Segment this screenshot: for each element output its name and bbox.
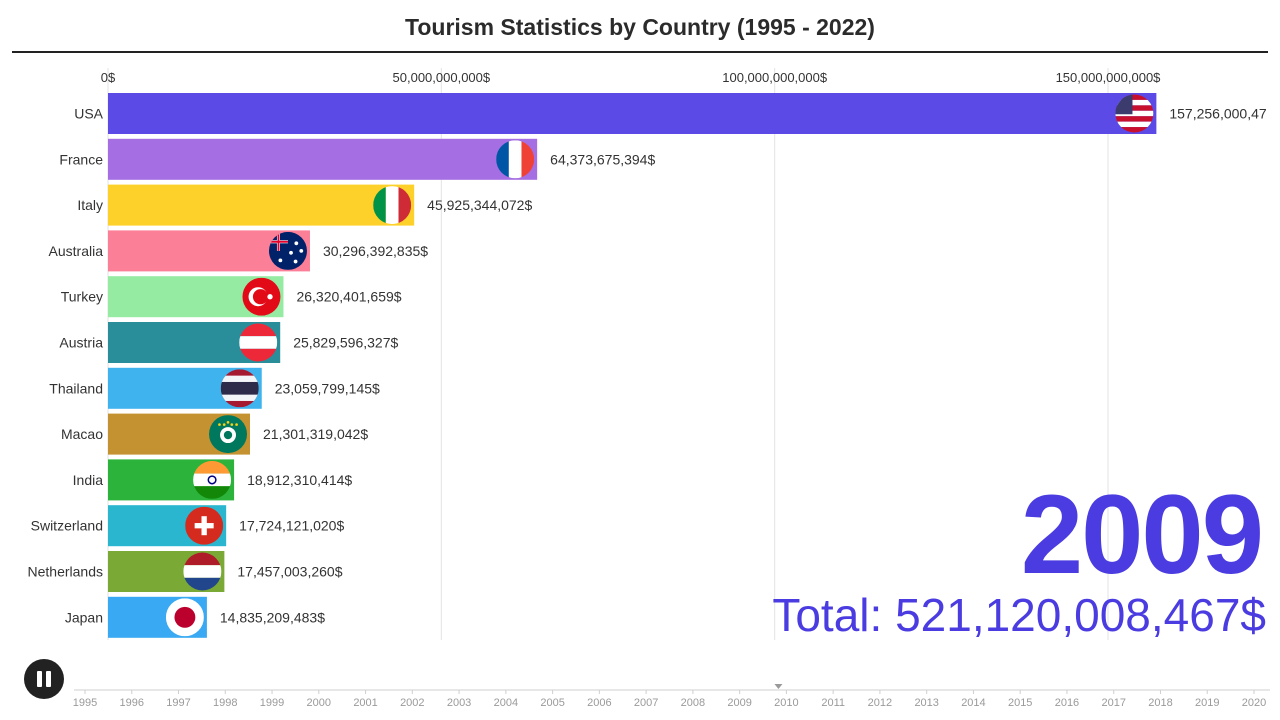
- category-label: Netherlands: [28, 564, 104, 580]
- timeline-year[interactable]: 2012: [868, 697, 892, 709]
- india-flag-icon: [193, 460, 232, 499]
- x-tick-label: 150,000,000,000$: [1056, 70, 1162, 85]
- timeline-year[interactable]: 2011: [821, 697, 845, 709]
- timeline-year[interactable]: 2008: [681, 697, 705, 709]
- timeline-year[interactable]: 2002: [400, 697, 424, 709]
- timeline-year[interactable]: 1996: [120, 697, 144, 709]
- timeline-year[interactable]: 2001: [353, 697, 377, 709]
- value-label: 21,301,319,042$: [263, 426, 368, 442]
- timeline-year[interactable]: 2019: [1195, 697, 1219, 709]
- italy-flag-icon: [373, 186, 412, 225]
- category-label: Austria: [59, 335, 103, 351]
- value-label: 17,457,003,260$: [237, 564, 342, 580]
- timeline-year[interactable]: 2016: [1055, 697, 1079, 709]
- usa-flag-icon: [1115, 94, 1154, 133]
- category-label: USA: [74, 106, 103, 122]
- category-label: Italy: [77, 197, 103, 213]
- x-tick-label: 0$: [101, 70, 116, 85]
- bar-italy: [108, 184, 415, 226]
- bar-row: Austria 25,829,596,327$: [59, 322, 399, 363]
- value-label: 64,373,675,394$: [550, 151, 655, 167]
- category-label: Turkey: [61, 289, 103, 305]
- value-label: 157,256,000,47: [1169, 106, 1267, 122]
- france-flag-icon: [496, 140, 535, 179]
- bar-row: Turkey 26,320,401,659$: [61, 276, 402, 318]
- bar-row: Macao 21,301,319,042$: [61, 413, 368, 455]
- bar-chart: 0$ 50,000,000,000$ 100,000,000,000$ 150,000…: [28, 68, 1267, 640]
- timeline-year[interactable]: 2009: [727, 697, 751, 709]
- value-label: 30,296,392,835$: [323, 243, 428, 259]
- timeline-year[interactable]: 2007: [634, 697, 658, 709]
- turkey-flag-icon: [242, 277, 281, 316]
- value-label: 14,835,209,483$: [220, 609, 325, 625]
- australia-flag-icon: [268, 231, 307, 270]
- total-value: Total: 521,120,008,467$: [772, 589, 1266, 641]
- bar-usa: [108, 93, 1157, 134]
- timeline-year[interactable]: 2018: [1148, 697, 1172, 709]
- value-label: 17,724,121,020$: [239, 518, 344, 534]
- current-year: 2009: [1020, 472, 1264, 597]
- bar-row: Italy 45,925,344,072$: [77, 184, 532, 226]
- timeline-year[interactable]: 2003: [447, 697, 471, 709]
- macao-flag-icon: [209, 415, 248, 454]
- bar-row: Switzerland 17,724,121,020$: [31, 505, 344, 547]
- bar-row: Netherlands 17,457,003,260$: [28, 551, 343, 592]
- thailand-flag-icon: [220, 369, 259, 408]
- value-label: 25,829,596,327$: [293, 335, 398, 351]
- timeline-year[interactable]: 2020: [1242, 697, 1266, 709]
- timeline-year[interactable]: 2006: [587, 697, 611, 709]
- timeline-year[interactable]: 1999: [260, 697, 284, 709]
- value-label: 18,912,310,414$: [247, 472, 352, 488]
- bar-row: Japan 14,835,209,483$: [65, 596, 325, 638]
- austria-flag-icon: [239, 323, 278, 362]
- timeline-year[interactable]: 2000: [307, 697, 331, 709]
- bar-france: [108, 138, 538, 180]
- pause-button[interactable]: [24, 659, 64, 699]
- japan-flag-icon: [165, 598, 204, 637]
- timeline-year[interactable]: 2010: [774, 697, 798, 709]
- timeline-year[interactable]: 2013: [914, 697, 938, 709]
- switzerland-flag-icon: [185, 506, 224, 545]
- bar-row: Thailand 23,059,799,145$: [49, 367, 380, 409]
- timeline-year[interactable]: 2014: [961, 697, 985, 709]
- bar-row: France 64,373,675,394$: [59, 138, 655, 180]
- category-label: Japan: [65, 609, 103, 625]
- category-label: Macao: [61, 426, 103, 442]
- timeline-year[interactable]: 2005: [540, 697, 564, 709]
- timeline-handle[interactable]: [774, 684, 783, 689]
- netherlands-flag-icon: [183, 552, 222, 591]
- category-label: India: [73, 472, 104, 488]
- bar-row: Australia 30,296,392,835$: [49, 230, 428, 272]
- x-tick-label: 100,000,000,000$: [722, 70, 828, 85]
- category-label: Thailand: [49, 380, 103, 396]
- year-timeline[interactable]: 1995 1996 1997 1998 1999 2000 2001 2002 2003 2004…: [0, 680, 1280, 720]
- x-tick-label: 50,000,000,000$: [393, 70, 491, 85]
- timeline-year[interactable]: 2004: [494, 697, 518, 709]
- timeline-year[interactable]: 2015: [1008, 697, 1032, 709]
- category-label: Australia: [49, 243, 104, 259]
- timeline-year[interactable]: 1998: [213, 697, 237, 709]
- category-label: France: [59, 151, 103, 167]
- bar-row: USA 157,256,000,47: [74, 93, 1267, 134]
- timeline-year[interactable]: 2017: [1101, 697, 1125, 709]
- bar-row: India 18,912,310,414$: [73, 459, 352, 501]
- category-label: Switzerland: [31, 518, 103, 534]
- value-label: 45,925,344,072$: [427, 197, 532, 213]
- timeline-year[interactable]: 1995: [73, 697, 97, 709]
- value-label: 26,320,401,659$: [296, 289, 401, 305]
- chart-title: Tourism Statistics by Country (1995 - 20…: [405, 14, 875, 40]
- title-divider: [12, 51, 1268, 53]
- timeline-year[interactable]: 1997: [166, 697, 190, 709]
- value-label: 23,059,799,145$: [275, 380, 380, 396]
